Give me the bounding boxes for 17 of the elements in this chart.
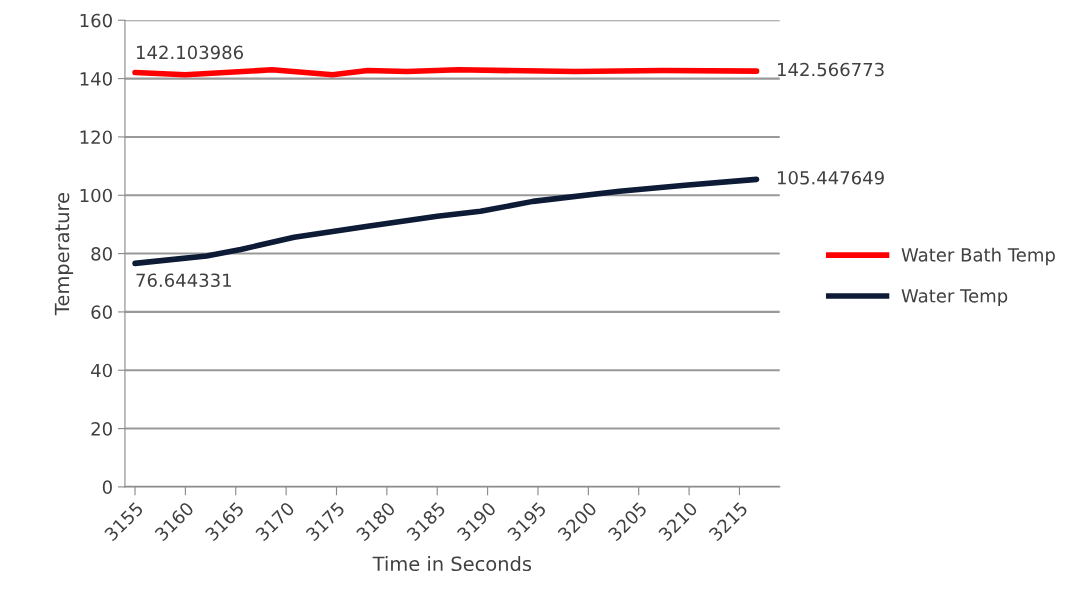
y-tick-label: 120 [80,130,112,145]
x-axis-title: Time in Seconds [372,556,532,572]
y-tick-label: 160 [80,13,112,28]
data-label: 105.447649 [778,170,884,185]
y-tick-label: 140 [80,72,112,86]
y-tick-label: 0 [102,480,112,495]
data-label: 142.566773 [778,62,884,77]
legend-label: Water Temp [901,289,1008,307]
y-tick-label: 40 [91,363,112,378]
y-tick-label: 100 [80,188,112,203]
y-axis-title: Temperature [54,193,74,316]
y-tick-label: 80 [91,247,112,261]
legend-label: Water Bath Temp [901,247,1055,266]
y-tick-label: 60 [91,305,112,320]
data-label: 76.644331 [136,273,231,288]
data-label: 142.103986 [136,45,243,60]
y-tick-label: 20 [91,422,112,436]
